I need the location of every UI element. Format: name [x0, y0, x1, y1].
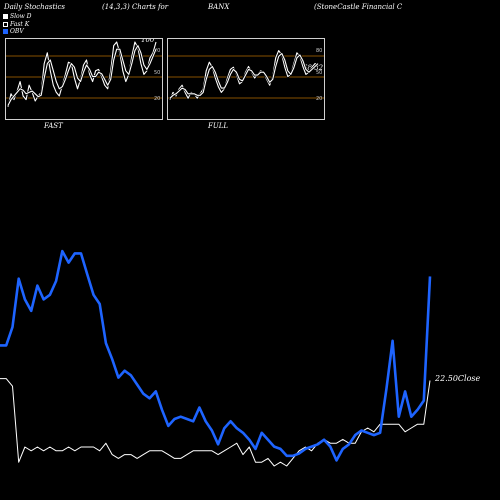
fast-tick-20: 20 — [154, 96, 160, 102]
full-stochastic-chart: 80 50 20 68.82 — [168, 48, 324, 102]
legend-label-slow-d: Slow D — [10, 13, 32, 21]
full-panel: 80 50 20 68.82 — [167, 38, 325, 120]
full-tick-80: 80 — [316, 48, 322, 54]
fast-slow-d-line — [7, 45, 157, 106]
full-slow-d-line — [169, 52, 319, 99]
header-company: (StoneCastle Financial C — [314, 3, 403, 11]
header-subtitle: (14,3,3) Charts for — [102, 3, 169, 11]
full-tick-50: 50 — [316, 70, 322, 76]
fast-panel: 80 50 20 100 — [5, 36, 163, 120]
header-title: Daily Stochastics — [4, 3, 66, 11]
header-ticker: BANX — [208, 3, 230, 11]
legend-label-fast-k: Fast K — [10, 20, 30, 28]
fast-panel-label: FAST — [44, 122, 63, 130]
legend-item-fast-k: Fast K — [3, 21, 32, 29]
full-tick-20: 20 — [316, 96, 322, 102]
fast-tick-50: 50 — [154, 70, 160, 76]
legend: Slow D Fast K OBV — [3, 13, 32, 36]
legend-swatch-slow-d — [3, 14, 8, 20]
legend-swatch-obv — [3, 29, 8, 35]
fast-value-label: 100 — [141, 39, 155, 44]
close-price-label: 22.50Close — [434, 374, 481, 383]
fast-stochastic-chart: 80 50 20 100 — [6, 36, 162, 108]
fast-tick-80: 80 — [154, 48, 160, 54]
legend-swatch-fast-k — [3, 21, 8, 27]
full-panel-label: FULL — [208, 122, 229, 130]
fast-fast-k-line — [7, 41, 157, 107]
legend-item-slow-d: Slow D — [3, 13, 32, 21]
legend-label-obv: OBV — [10, 28, 24, 36]
legend-item-obv: OBV — [3, 28, 32, 36]
close-price-line — [0, 378, 431, 467]
obv-line — [0, 249, 432, 462]
